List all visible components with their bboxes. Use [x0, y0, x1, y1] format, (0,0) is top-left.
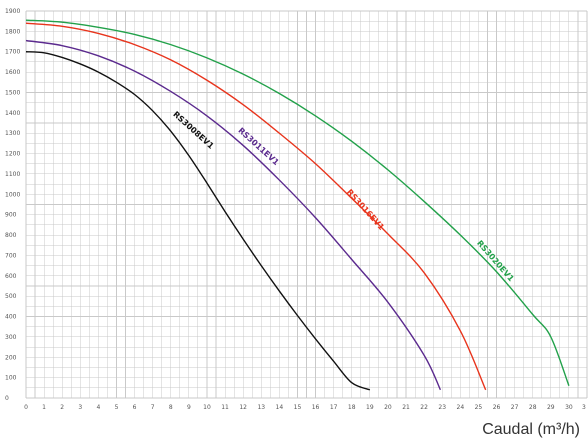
x-tick-label: 19	[366, 404, 374, 411]
x-tick-label: 14	[276, 404, 284, 411]
x-tick-label: 20	[384, 404, 392, 411]
series-line-rs3016ev1	[25, 22, 487, 391]
x-tick-label: 7	[151, 404, 155, 411]
y-tick-label: 200	[5, 354, 17, 361]
y-tick-label: 1200	[5, 151, 20, 158]
y-axis-ticks: 0 100 200 300 400 500 600 700 800 900 1000 1100 1200…	[5, 8, 20, 402]
y-tick-label: 1900	[5, 8, 20, 15]
series-line-rs3011ev1	[25, 39, 442, 391]
x-tick-label: 6	[133, 404, 137, 411]
y-tick-label: 500	[5, 293, 17, 300]
x-tick-label: 4	[96, 404, 100, 411]
x-tick-label: 29	[547, 404, 555, 411]
grid	[25, 10, 588, 399]
x-tick-label: 25	[475, 404, 483, 411]
y-tick-label: 0	[5, 395, 9, 402]
x-tick-label: 10	[203, 404, 211, 411]
series-line-rs3020ev1	[25, 19, 570, 387]
x-tick-label: 23	[438, 404, 446, 411]
y-tick-label: 800	[5, 232, 17, 239]
y-tick-label: 100	[5, 375, 17, 382]
x-tick-label: 11	[221, 404, 229, 411]
y-tick-label: 1300	[5, 130, 20, 137]
y-tick-label: 1400	[5, 110, 20, 117]
x-tick-label: 15	[294, 404, 302, 411]
x-tick-label: 28	[529, 404, 537, 411]
x-tick-label: 30	[565, 404, 573, 411]
x-tick-label: 26	[493, 404, 501, 411]
curves	[25, 19, 570, 391]
x-tick-label: 5	[115, 404, 119, 411]
x-tick-label: 0	[24, 404, 28, 411]
x-tick-label: 27	[511, 404, 519, 411]
x-tick-label: 24	[457, 404, 465, 411]
x-tick-label: 2	[60, 404, 64, 411]
x-tick-label: 16	[312, 404, 320, 411]
x-tick-label: 9	[187, 404, 191, 411]
y-tick-label: 400	[5, 314, 17, 321]
x-tick-label: 22	[420, 404, 428, 411]
x-axis-ticks: 0 1 2 3 4 5 6 7 8 9 10 11 12 13 14 15 16 17 18 19 20 21 22 23 24…	[24, 404, 586, 411]
x-tick-label: 1	[42, 404, 46, 411]
y-tick-label: 1500	[5, 89, 20, 96]
y-tick-label: 700	[5, 252, 17, 259]
y-tick-label: 1800	[5, 28, 20, 35]
y-tick-label: 600	[5, 273, 17, 280]
x-tick-label: 21	[402, 404, 410, 411]
series-line-rs3008ev1	[25, 51, 371, 391]
y-tick-label: 1700	[5, 49, 20, 56]
x-tick-label: 18	[348, 404, 356, 411]
x-tick-label: 3	[582, 404, 586, 411]
x-axis-label: Caudal (m³/h)	[482, 421, 580, 438]
x-tick-label: 3	[78, 404, 82, 411]
y-tick-label: 1100	[5, 171, 20, 178]
y-tick-label: 900	[5, 212, 17, 219]
y-tick-label: 1600	[5, 69, 20, 76]
y-tick-label: 300	[5, 334, 17, 341]
x-tick-label: 17	[330, 404, 338, 411]
y-tick-label: 1000	[5, 191, 20, 198]
x-tick-label: 8	[169, 404, 173, 411]
x-tick-label: 13	[257, 404, 265, 411]
x-tick-label: 12	[239, 404, 247, 411]
